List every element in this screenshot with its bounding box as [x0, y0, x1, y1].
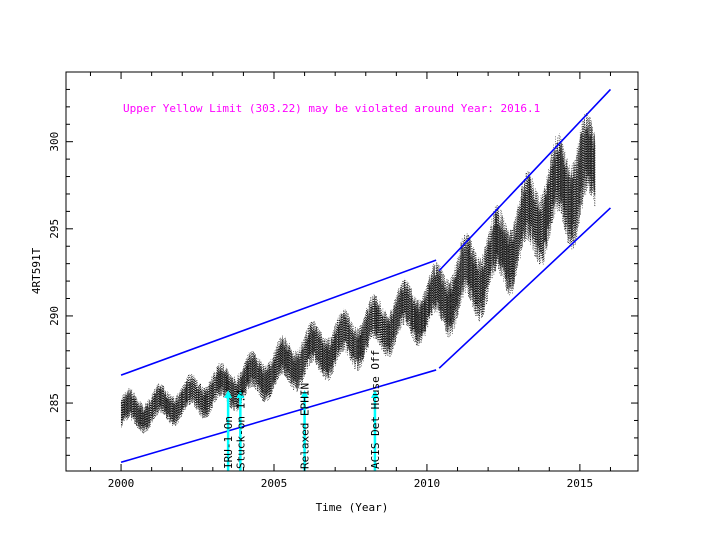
event-arrow-head [300, 390, 309, 398]
y-tick-label: 290 [48, 306, 61, 326]
y-axis-ticks: 285 290 295 300 [48, 71, 638, 456]
x-tick-label: 2000 [108, 477, 135, 490]
annotation-text: Upper Yellow Limit (303.22) may be viola… [123, 102, 540, 115]
x-tick-label: 2015 [567, 477, 594, 490]
event-label: ACIS Det House Off [369, 350, 382, 469]
x-tick-label: 2010 [414, 477, 441, 490]
plot-frame [65, 71, 639, 472]
trend-line [438, 207, 612, 369]
y-tick-label: 285 [48, 393, 61, 413]
x-axis-ticks: 2000 2005 2010 2015 [89, 72, 611, 490]
event-label: Relaxed EPHIN [299, 383, 312, 469]
trend-line [120, 369, 437, 464]
trend-lines [120, 88, 612, 464]
trend-line [120, 259, 437, 376]
y-tick-label: 300 [48, 132, 61, 152]
event-arrow-head [370, 390, 379, 398]
event-markers: IRU-1 On Stuck-on 1.4 Relaxed EPHIN ACIS De… [222, 350, 382, 471]
event-label: IRU-1 On [222, 416, 235, 469]
event-label: Stuck-on 1.4 [234, 389, 247, 469]
event-arrow-head [224, 390, 233, 398]
x-axis-title: Time (Year) [316, 501, 389, 514]
data-points [120, 111, 596, 434]
y-tick-label: 295 [48, 219, 61, 239]
trend-line [438, 88, 612, 272]
x-tick-label: 2005 [261, 477, 288, 490]
event-arrow-head [236, 390, 245, 398]
y-axis-title: 4RT591T [30, 247, 43, 294]
